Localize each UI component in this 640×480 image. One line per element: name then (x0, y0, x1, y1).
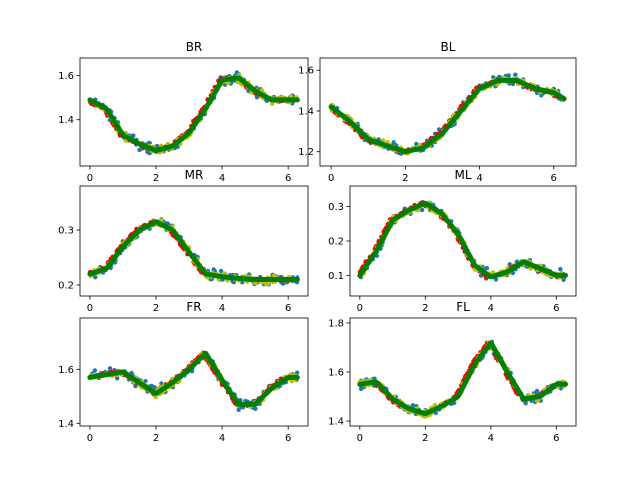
blue-point (143, 379, 148, 384)
panel-title: MR (185, 168, 204, 182)
panel-title: FR (186, 300, 201, 314)
x-tick-label: 2 (153, 303, 159, 314)
fit-line (87, 75, 300, 153)
x-tick-label: 4 (488, 303, 494, 314)
fit-line (328, 77, 567, 155)
x-tick-label: 6 (553, 433, 559, 444)
fit-line (87, 219, 300, 282)
x-tick-label: 4 (219, 303, 225, 314)
y-tick-label: 1.4 (58, 115, 74, 126)
panel-br: 0 2 4 6 1.4 1.6 BR (58, 40, 309, 184)
panel-fr: 0 2 4 6 1.4 1.6 FR (58, 300, 309, 444)
plot-area (328, 72, 567, 156)
blue-point (137, 147, 142, 153)
blue-point (419, 207, 425, 213)
blue-point (534, 388, 540, 394)
yellow-point (264, 282, 269, 287)
panel-title: FL (456, 300, 470, 314)
y-tick-label: 1.2 (298, 147, 314, 158)
y-tick-label: 1.4 (328, 417, 344, 428)
fit-line (357, 200, 568, 280)
panel-mr: 0 2 4 6 0.2 0.3 MR (58, 168, 309, 314)
x-tick-label: 0 (87, 303, 93, 314)
panel-fl: 0 2 4 6 1.4 1.6 1.8 FL (328, 300, 577, 444)
blue-point (159, 381, 164, 386)
y-tick-label: 1.4 (58, 419, 74, 430)
x-tick-label: 0 (87, 433, 93, 444)
x-tick-label: 4 (476, 173, 482, 184)
x-tick-label: 2 (153, 433, 159, 444)
x-tick-label: 0 (87, 173, 93, 184)
yellow-point (270, 101, 275, 106)
fit-line (357, 341, 568, 417)
y-tick-label: 1.8 (328, 318, 344, 329)
panel-ml: 0 2 4 6 0.1 0.2 0.3 ML (328, 168, 577, 314)
blue-point (115, 376, 120, 381)
panel-title: ML (454, 168, 471, 182)
panel-bl: 0 2 4 6 1.2 1.4 1.6 BL (298, 40, 577, 184)
fit-line (87, 350, 300, 407)
blue-point (484, 266, 490, 271)
blue-point (506, 73, 511, 78)
blue-point (493, 277, 499, 282)
blue-point (561, 277, 566, 282)
blue-point (218, 268, 224, 274)
blue-point (513, 72, 518, 77)
x-tick-label: 2 (422, 303, 428, 314)
plot-area (87, 350, 300, 412)
y-tick-label: 0.3 (58, 226, 74, 237)
y-tick-label: 1.6 (298, 66, 314, 77)
y-tick-label: 1.6 (328, 368, 344, 379)
y-tick-label: 1.4 (298, 106, 314, 117)
x-tick-label: 4 (219, 433, 225, 444)
x-tick-label: 0 (357, 303, 363, 314)
x-tick-label: 6 (553, 303, 559, 314)
y-tick-label: 0.3 (328, 202, 344, 213)
x-tick-label: 2 (153, 173, 159, 184)
plot-area (87, 70, 300, 156)
x-tick-label: 2 (422, 433, 428, 444)
yellow-point (272, 273, 277, 278)
x-tick-label: 6 (285, 433, 291, 444)
axes-frame (79, 317, 309, 427)
y-tick-label: 1.6 (58, 365, 74, 376)
y-tick-label: 1.6 (58, 71, 74, 82)
x-tick-label: 0 (357, 433, 363, 444)
y-tick-label: 0.2 (58, 281, 74, 292)
axes-frame (79, 57, 309, 167)
x-tick-label: 4 (219, 173, 225, 184)
x-tick-label: 6 (285, 303, 291, 314)
blue-point (523, 401, 528, 406)
plot-area (357, 200, 568, 282)
panel-title: BL (441, 40, 456, 54)
yellow-point (289, 379, 294, 384)
blue-point (410, 403, 416, 408)
plot-area (357, 339, 568, 419)
axes-frame (349, 317, 577, 427)
x-tick-label: 4 (488, 433, 494, 444)
blue-point (507, 262, 512, 267)
axes-frame (79, 185, 309, 297)
plot-area (87, 217, 300, 287)
x-tick-label: 6 (551, 173, 557, 184)
yellow-point (432, 402, 438, 408)
y-tick-label: 0.1 (328, 271, 344, 282)
x-tick-label: 0 (328, 173, 334, 184)
blue-point (152, 385, 157, 390)
blue-point (414, 141, 419, 147)
blue-point (107, 366, 113, 371)
axes-frame (319, 57, 577, 167)
blue-point (558, 266, 563, 272)
blue-point (92, 368, 98, 373)
x-tick-label: 2 (402, 173, 408, 184)
blue-point (294, 370, 300, 375)
x-tick-label: 6 (285, 173, 291, 184)
y-tick-label: 0.2 (328, 237, 344, 248)
panel-title: BR (186, 40, 203, 54)
